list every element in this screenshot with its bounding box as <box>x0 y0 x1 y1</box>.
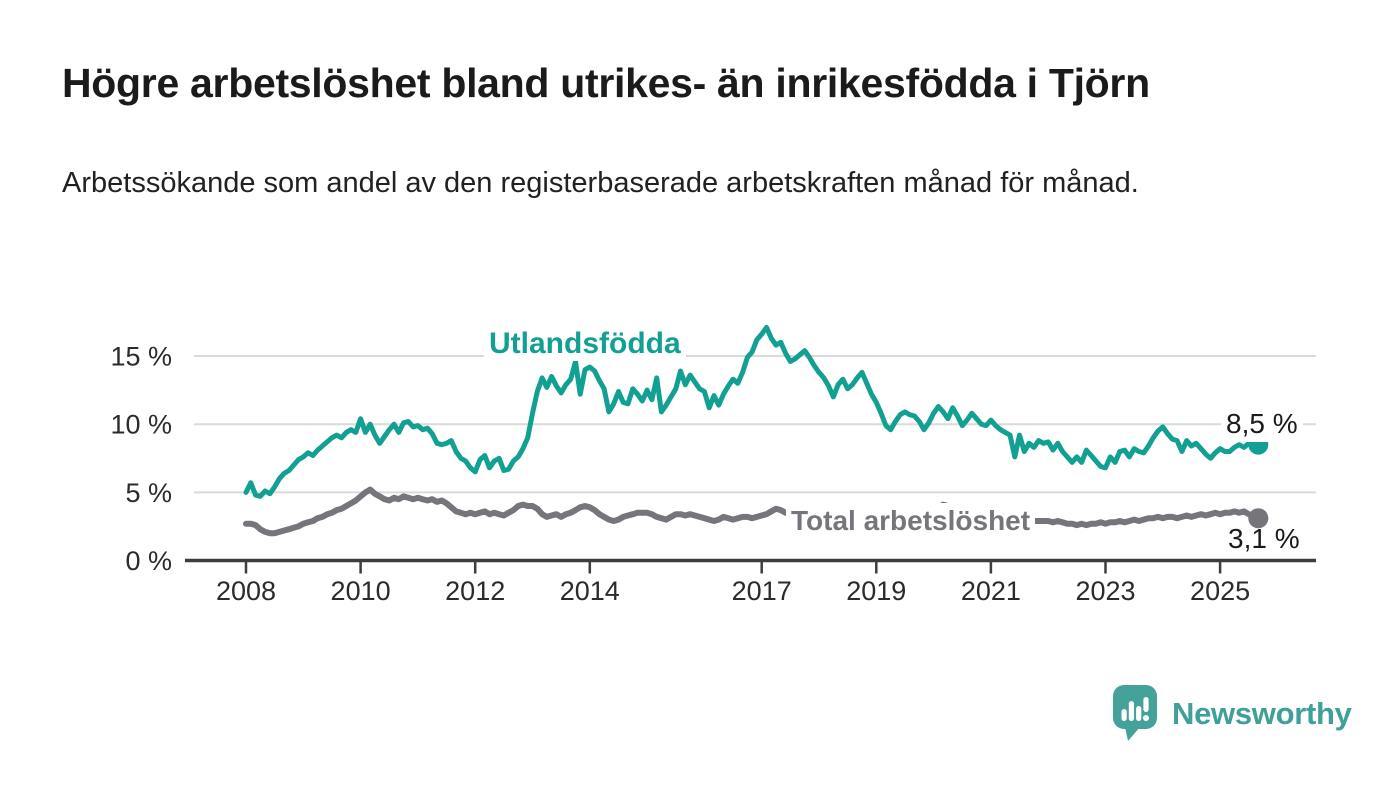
page-title: Högre arbetslöshet bland utrikes- än inr… <box>62 60 1150 106</box>
x-tick-label: 2014 <box>560 576 620 606</box>
x-tick-label: 2008 <box>216 576 276 606</box>
x-tick-label: 2010 <box>331 576 391 606</box>
chart-subtitle: Arbetssökande som andel av den registerb… <box>62 167 1139 199</box>
x-tick-label: 2025 <box>1190 576 1250 606</box>
endpoint-dot <box>1248 508 1269 529</box>
x-tick-label: 2023 <box>1075 576 1135 606</box>
x-tick-label: 2017 <box>732 576 792 606</box>
series-line-utlandsfodda <box>243 324 1261 499</box>
y-tick-label: 0 % <box>125 546 172 576</box>
series-line-total <box>243 486 1262 537</box>
x-tick-label: 2019 <box>846 576 906 606</box>
x-tick-label: 2021 <box>961 576 1021 606</box>
bar-chart-speech-bubble-icon <box>1113 685 1157 741</box>
newsworthy-branding: Newsworthy <box>1112 684 1352 743</box>
y-tick-label: 15 % <box>110 342 172 372</box>
end-value-label-total: 3,1 % <box>1228 523 1300 554</box>
end-value-label-utlandsfodda: 8,5 % <box>1221 406 1303 442</box>
x-tick-label: 2012 <box>445 576 505 606</box>
y-tick-label: 5 % <box>125 478 172 508</box>
y-tick-label: 10 % <box>110 410 172 440</box>
series-label-total-arbetsloshet: Total arbetslöshet <box>786 503 1036 539</box>
brand-name: Newsworthy <box>1172 695 1352 731</box>
series-label-utlandsfodda: Utlandsfödda <box>484 327 686 361</box>
